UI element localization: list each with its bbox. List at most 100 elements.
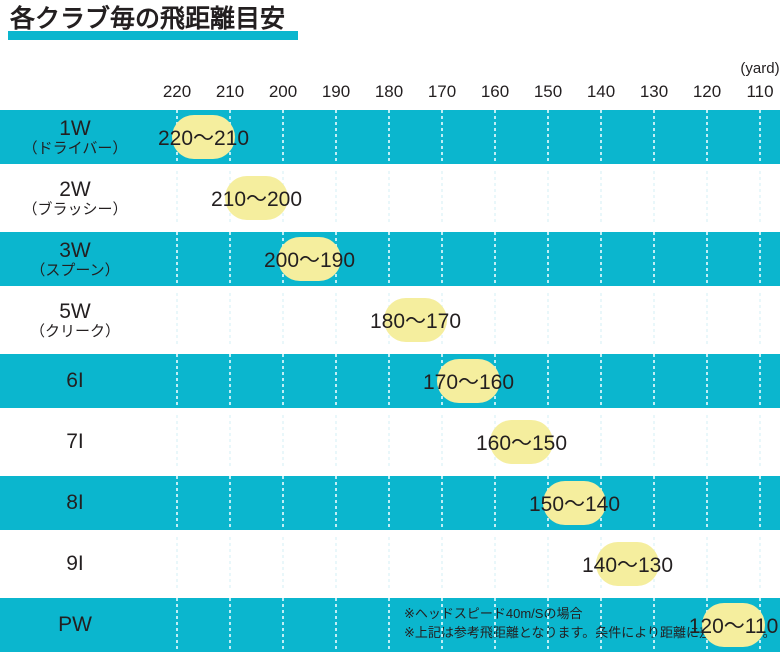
row-label: 1W （ドライバー） (0, 110, 150, 164)
gridline (282, 415, 284, 469)
table-row[interactable]: PW 120〜110 (0, 598, 780, 652)
gridline (653, 232, 655, 286)
gridline (653, 171, 655, 225)
gridline (388, 415, 390, 469)
gridline (706, 476, 708, 530)
gridline (388, 110, 390, 164)
gridline (282, 598, 284, 652)
x-axis-tick: 220 (162, 82, 192, 101)
club-name: 3W (59, 238, 91, 262)
gridline (653, 110, 655, 164)
x-axis-tick: 110 (746, 82, 774, 101)
x-axis-tick: 210 (215, 82, 245, 101)
gridline (706, 171, 708, 225)
table-row[interactable]: 9I 140〜130 (0, 537, 780, 591)
gridline (388, 354, 390, 408)
distance-range-pill: 120〜110 (689, 603, 778, 647)
table-row[interactable]: 6I 170〜160 (0, 354, 780, 408)
gridline (388, 171, 390, 225)
x-axis-tick: 120 (692, 82, 722, 101)
gridline (547, 537, 549, 591)
gridline (706, 415, 708, 469)
table-row[interactable]: 1W （ドライバー） 220〜210 (0, 110, 780, 164)
footnote: ※ヘッドスピード40m/Sの場合 (404, 604, 780, 623)
table-row[interactable]: 2W （ブラッシー） 210〜200 (0, 171, 780, 225)
gridline (441, 476, 443, 530)
club-name: 1W (59, 116, 91, 140)
gridline (653, 293, 655, 347)
gridline (441, 598, 443, 652)
gridline (388, 232, 390, 286)
gridline (706, 354, 708, 408)
gridline (441, 110, 443, 164)
gridline (547, 293, 549, 347)
distance-range-pill: 160〜150 (476, 420, 567, 464)
gridline (176, 476, 178, 530)
gridline (759, 537, 761, 591)
club-name: 2W (59, 177, 91, 201)
title-block: 各クラブ毎の飛距離目安 (8, 4, 287, 34)
gridline (600, 354, 602, 408)
distance-range-pill: 140〜130 (582, 542, 673, 586)
title-underline (8, 31, 298, 40)
gridline (494, 171, 496, 225)
table-row[interactable]: 5W （クリーク） 180〜170 (0, 293, 780, 347)
gridline (282, 293, 284, 347)
club-alias: （ブラッシー） (22, 200, 128, 218)
gridline (229, 415, 231, 469)
row-label: 3W （スプーン） (0, 232, 150, 286)
gridline (335, 354, 337, 408)
club-name: 8I (66, 490, 84, 514)
gridline (600, 415, 602, 469)
gridline (282, 354, 284, 408)
gridline (600, 110, 602, 164)
gridline (759, 171, 761, 225)
table-row[interactable]: 8I 150〜140 (0, 476, 780, 530)
x-axis-tick: 140 (586, 82, 616, 101)
gridline (229, 537, 231, 591)
gridline (653, 354, 655, 408)
gridline (759, 110, 761, 164)
gridline (547, 110, 549, 164)
gridline (335, 476, 337, 530)
gridline (335, 598, 337, 652)
gridline (706, 537, 708, 591)
gridline (494, 476, 496, 530)
distance-range-pill: 180〜170 (370, 298, 461, 342)
gridline (547, 354, 549, 408)
row-label: 6I (0, 354, 150, 408)
gridline (388, 476, 390, 530)
x-axis-tick: 150 (533, 82, 563, 101)
x-axis-tick: 170 (427, 82, 457, 101)
club-name: 6I (66, 368, 84, 392)
gridline (176, 598, 178, 652)
gridline (176, 415, 178, 469)
gridline (335, 415, 337, 469)
gridline (494, 110, 496, 164)
gridline (653, 598, 655, 652)
gridline (759, 354, 761, 408)
gridline (547, 598, 549, 652)
gridline (494, 293, 496, 347)
gridline (229, 232, 231, 286)
gridline (229, 598, 231, 652)
gridline (759, 293, 761, 347)
gridline (229, 476, 231, 530)
table-row[interactable]: 7I 160〜150 (0, 415, 780, 469)
axis-unit-label: (yard) (740, 60, 780, 77)
row-label: 9I (0, 537, 150, 591)
gridline (335, 110, 337, 164)
gridline (441, 171, 443, 225)
gridline (600, 293, 602, 347)
gridline (600, 232, 602, 286)
gridline (282, 110, 284, 164)
gridline (335, 537, 337, 591)
x-axis-tick: 190 (321, 82, 351, 101)
table-row[interactable]: 3W （スプーン） 200〜190 (0, 232, 780, 286)
gridline (441, 537, 443, 591)
distance-range-pill: 150〜140 (529, 481, 620, 525)
gridline (229, 293, 231, 347)
gridline (441, 232, 443, 286)
gridline (176, 171, 178, 225)
